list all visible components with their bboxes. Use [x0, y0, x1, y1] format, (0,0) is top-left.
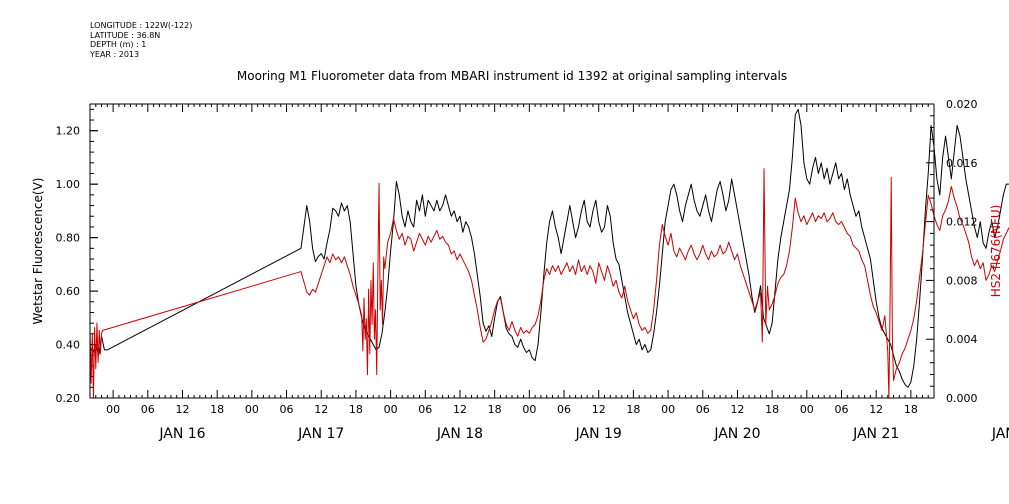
x-day-label: JAN 18: [436, 426, 483, 442]
series-layer: [89, 108, 1009, 399]
y-tick-label-right: 0.020: [946, 98, 978, 111]
series-wetstar-line: [89, 108, 1009, 388]
depth-label: DEPTH (m) : 1: [90, 40, 147, 49]
x-tick-label: 12: [175, 403, 189, 416]
x-day-label: JAN 19: [575, 426, 622, 442]
x-day-label: JAN 22: [991, 426, 1009, 442]
x-tick-label: 12: [869, 403, 883, 416]
year-label: YEAR : 2013: [90, 49, 140, 59]
x-tick-label: 00: [661, 403, 675, 416]
axes-layer: 00 06 12 18 00 06 12 18 00 06 12 18 00 06 12 18 00 06 12 18…: [56, 98, 1009, 442]
longitude-label: LONGITUDE : 122W(-122): [90, 21, 193, 30]
y-tick-label-left: 1.00: [56, 178, 81, 191]
x-tick-label: 12: [314, 403, 328, 416]
x-tick-label: 18: [904, 403, 918, 416]
y-axis-right-label: HS2 fl676(NFU): [989, 205, 1003, 298]
y-tick-label-left: 0.80: [56, 232, 81, 245]
x-tick-label: 06: [835, 403, 849, 416]
x-tick-label: 18: [765, 403, 779, 416]
x-tick-label: 06: [696, 403, 710, 416]
x-day-label: JAN 16: [158, 426, 205, 442]
x-day-label: JAN 21: [852, 426, 899, 442]
y-tick-label-left: 0.40: [56, 339, 81, 352]
x-tick-label: 00: [106, 403, 120, 416]
x-tick-label: 06: [141, 403, 155, 416]
x-tick-label: 06: [280, 403, 294, 416]
x-tick-label: 12: [730, 403, 744, 416]
y-tick-label-right: 0.016: [946, 157, 978, 170]
x-day-label: JAN 20: [713, 426, 760, 442]
x-tick-label: 12: [453, 403, 467, 416]
series-hs2-line: [89, 168, 1009, 399]
y-tick-label-left: 0.60: [56, 285, 81, 298]
y-tick-label-right: 0.004: [946, 333, 978, 346]
y-axis-left-label: Wetstar Fluorescence(V): [31, 178, 45, 325]
x-tick-label: 18: [626, 403, 640, 416]
x-tick-label: 12: [592, 403, 606, 416]
chart-title: Mooring M1 Fluorometer data from MBARI i…: [237, 69, 787, 83]
plot-frame: [89, 103, 935, 399]
metadata-header: LONGITUDE : 122W(-122) LATITUDE : 36.8N …: [90, 21, 192, 59]
x-tick-label: 18: [210, 403, 224, 416]
x-tick-label: 18: [488, 403, 502, 416]
y-tick-label-right: 0.000: [946, 392, 978, 405]
x-tick-label: 00: [245, 403, 259, 416]
x-tick-label: 00: [522, 403, 536, 416]
y-tick-label-right: 0.008: [946, 274, 978, 287]
x-tick-label: 00: [384, 403, 398, 416]
x-tick-label: 06: [418, 403, 432, 416]
y-tick-label-left: 1.20: [56, 125, 81, 138]
x-tick-label: 00: [800, 403, 814, 416]
x-day-label: JAN 17: [297, 426, 344, 442]
latitude-label: LATITUDE : 36.8N: [90, 30, 161, 40]
y-tick-label-left: 0.20: [56, 392, 81, 405]
x-tick-label: 06: [557, 403, 571, 416]
x-tick-label: 18: [349, 403, 363, 416]
